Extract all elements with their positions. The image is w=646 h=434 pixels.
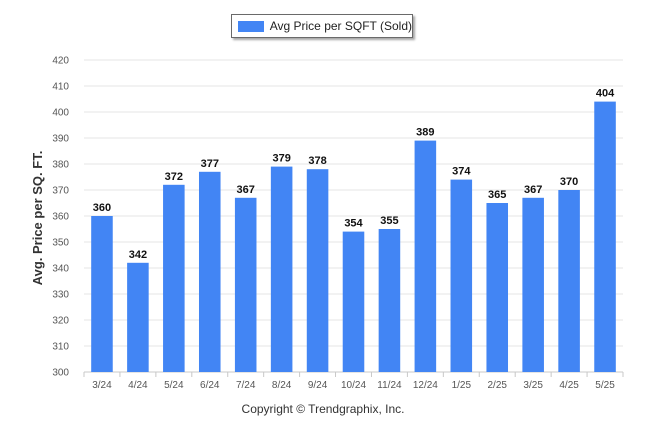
data-label: 355 [380, 215, 398, 227]
bar-7-24[interactable] [234, 197, 257, 372]
y-tick-label: 380 [52, 160, 69, 171]
x-tick-label: 7/24 [236, 380, 256, 391]
bar-6-24[interactable] [198, 171, 221, 372]
x-tick-label: 3/25 [523, 380, 543, 391]
bar-3-24[interactable] [91, 216, 113, 372]
bars [91, 101, 616, 372]
data-labels: 360 342 372 377 367 379 378 354 355 389 374 365 367 3… [93, 88, 615, 261]
data-label: 389 [416, 127, 434, 139]
x-tick-label: 11/24 [377, 380, 402, 391]
data-label: 404 [596, 88, 615, 100]
data-label: 379 [272, 153, 290, 165]
legend[interactable]: Avg Price per SQFT (Sold) [231, 14, 413, 38]
y-tick-label: 340 [52, 264, 69, 275]
copyright-text: Copyright © Trendgraphix, Inc. [241, 402, 405, 416]
data-label: 378 [308, 155, 326, 167]
bar-12-24[interactable] [414, 140, 437, 372]
bar-10-24[interactable] [342, 231, 365, 372]
x-tick-label: 9/24 [308, 380, 328, 391]
y-tick-label: 310 [52, 342, 69, 353]
y-tick-label: 330 [52, 290, 69, 301]
y-tick-labels: 300 310 320 330 340 350 360 370 380 390 400 410 420 [52, 56, 69, 379]
y-tick-label: 370 [52, 186, 69, 197]
x-tick-label: 10/24 [341, 380, 366, 391]
y-tick-label: 360 [52, 212, 69, 223]
y-tick-label: 320 [52, 316, 69, 327]
x-tick-label: 5/24 [164, 380, 184, 391]
y-axis-label: Avg. Price per SQ. FT. [30, 151, 45, 286]
bar-2-25[interactable] [486, 203, 509, 372]
data-label: 374 [452, 166, 471, 178]
y-tick-label: 410 [52, 82, 69, 93]
x-tick-label: 2/25 [487, 380, 507, 391]
x-tick-label: 1/25 [452, 380, 472, 391]
bar-1-25[interactable] [450, 179, 473, 372]
data-label: 365 [488, 189, 506, 201]
bar-4-24[interactable] [127, 262, 149, 372]
legend-swatch [238, 20, 264, 32]
y-tick-label: 420 [52, 56, 69, 67]
x-tick-labels: 3/24 4/24 5/24 6/24 7/24 8/24 9/24 10/24 11/24 12… [83, 372, 624, 391]
data-label: 367 [524, 184, 542, 196]
bar-3-25[interactable] [522, 197, 544, 372]
data-label: 370 [560, 176, 578, 188]
bar-11-24[interactable] [378, 229, 401, 372]
data-label: 372 [165, 171, 183, 183]
y-tick-label: 400 [52, 108, 69, 119]
bar-4-25[interactable] [558, 190, 580, 372]
data-label: 367 [237, 184, 255, 196]
legend-label: Avg Price per SQFT (Sold) [269, 19, 412, 33]
data-label: 354 [344, 218, 363, 230]
bar-8-24[interactable] [270, 166, 293, 372]
x-tick-label: 8/24 [272, 380, 292, 391]
data-label: 377 [201, 158, 219, 170]
data-label: 360 [93, 202, 111, 214]
x-tick-label: 5/25 [595, 380, 615, 391]
x-tick-label: 12/24 [413, 380, 438, 391]
y-tick-label: 390 [52, 134, 69, 145]
bar-5-25[interactable] [594, 101, 616, 372]
bar-9-24[interactable] [306, 169, 329, 372]
x-tick-label: 4/25 [559, 380, 579, 391]
x-tick-label: 6/24 [200, 380, 220, 391]
x-tick-label: 3/24 [92, 380, 112, 391]
y-tick-label: 300 [52, 368, 69, 379]
y-tick-label: 350 [52, 238, 69, 249]
bar-5-24[interactable] [163, 184, 185, 372]
x-tick-label: 4/24 [128, 380, 148, 391]
data-label: 342 [129, 249, 147, 261]
